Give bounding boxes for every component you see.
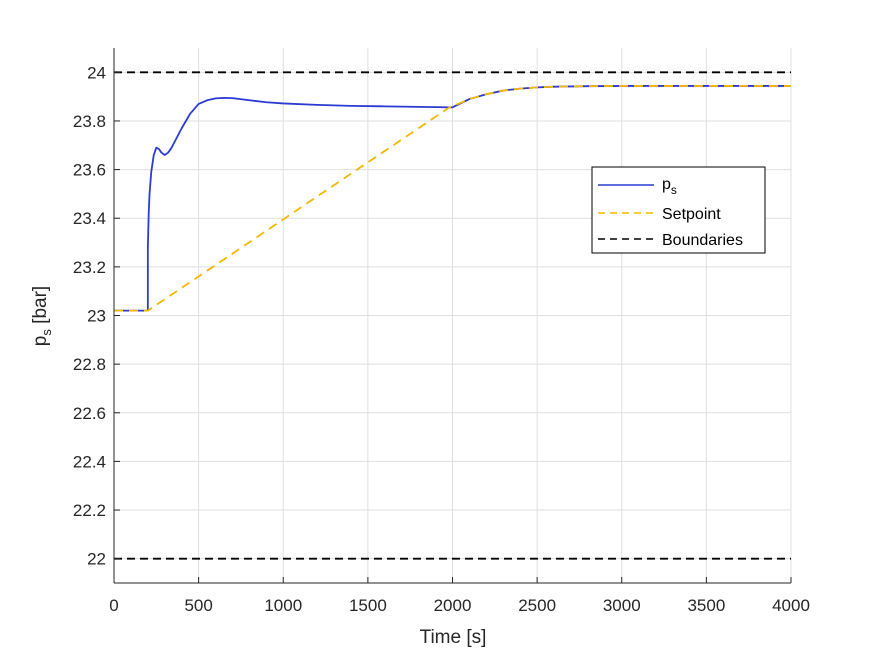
y-tick-label: 22 bbox=[87, 550, 106, 569]
y-axis-title-base: p bbox=[30, 336, 51, 347]
legend-label-ps-base: p bbox=[662, 176, 671, 193]
x-tick-label: 1500 bbox=[349, 596, 387, 615]
x-tick-label: 3500 bbox=[687, 596, 725, 615]
legend-box bbox=[591, 166, 766, 254]
y-axis-title-unit: [bar] bbox=[30, 286, 51, 329]
legend-label-setpoint: Setpoint bbox=[662, 206, 721, 223]
y-tick-label: 24 bbox=[87, 63, 106, 82]
x-tick-label: 500 bbox=[184, 596, 212, 615]
y-tick-label: 23 bbox=[87, 307, 106, 326]
y-tick-label: 23.8 bbox=[73, 112, 106, 131]
y-tick-label: 22.6 bbox=[73, 404, 106, 423]
x-tick-label: 4000 bbox=[772, 596, 810, 615]
legend: ps Setpoint Boundaries bbox=[591, 166, 766, 254]
y-axis-title-sub: s bbox=[39, 329, 54, 336]
x-tick-label: 2000 bbox=[434, 596, 472, 615]
x-tick-label: 1000 bbox=[264, 596, 302, 615]
plot-area: 0 500 1000 1500 2000 2500 3000 3500 4000 22 22.2 22… bbox=[73, 48, 810, 615]
x-tick-label: 3000 bbox=[603, 596, 641, 615]
y-axis-title: ps [bar] bbox=[30, 286, 54, 346]
y-tick-label: 22.4 bbox=[73, 452, 106, 471]
y-tick-label: 23.4 bbox=[73, 209, 106, 228]
y-tick-label: 23.2 bbox=[73, 258, 106, 277]
y-tick-label: 22.2 bbox=[73, 501, 106, 520]
legend-label-ps: ps bbox=[662, 176, 677, 197]
legend-label-boundaries: Boundaries bbox=[662, 232, 743, 249]
x-axis-title: Time [s] bbox=[420, 627, 487, 648]
x-tick-label: 0 bbox=[109, 596, 118, 615]
y-tick-label: 22.8 bbox=[73, 355, 106, 374]
x-tick-label: 2500 bbox=[518, 596, 556, 615]
y-tick-label: 23.6 bbox=[73, 161, 106, 180]
legend-label-ps-sub: s bbox=[671, 183, 677, 197]
